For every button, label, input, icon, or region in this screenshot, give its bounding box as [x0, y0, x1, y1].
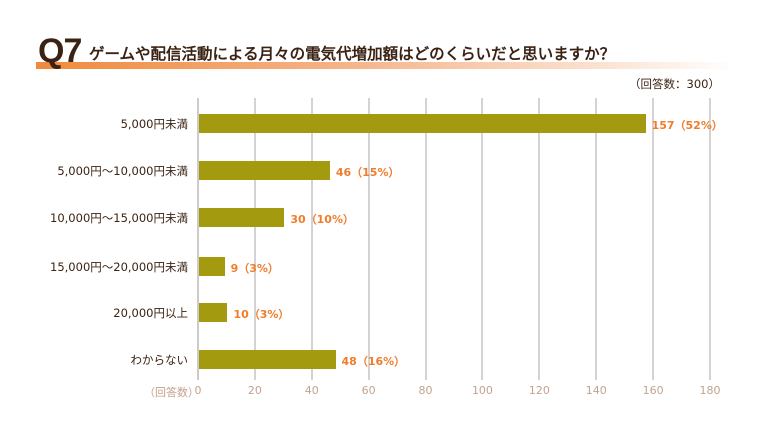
x-tick-label: 160: [642, 384, 664, 397]
respondent-count: （回答数：300）: [629, 77, 720, 91]
x-tick-label: 0: [194, 384, 202, 397]
category-label: 5,000円〜10,000円未満: [57, 164, 188, 178]
y-axis-line: [197, 98, 199, 380]
category-label: 15,000円〜20,000円未満: [50, 260, 188, 274]
chart-title: ゲームや配信活動による月々の電気代増加額はどのくらいだと思いますか？: [89, 45, 616, 63]
x-tick-label: 180: [699, 384, 721, 397]
gridline: [709, 98, 711, 380]
value-label: 30（10%）: [290, 213, 354, 226]
bar: [199, 303, 228, 322]
bar: [199, 161, 330, 180]
x-tick-label: 40: [304, 384, 319, 397]
value-label: 48（16%）: [341, 355, 406, 368]
bar: [199, 350, 336, 369]
bar: [199, 114, 646, 133]
value-label: 46（15%）: [335, 166, 400, 179]
gridline: [367, 98, 370, 380]
value-label: 9（3%）: [230, 262, 279, 275]
category-label: 10,000円〜15,000円未満: [50, 211, 188, 225]
gridline: [481, 98, 484, 380]
value-label: 157（52%）: [651, 119, 723, 132]
bar: [199, 208, 285, 227]
chart-header: Q7 ゲームや配信活動による月々の電気代増加額はどのくらいだと思いますか？: [36, 32, 736, 70]
category-label: わからない: [130, 353, 189, 367]
gridline: [253, 98, 256, 380]
x-tick-label: 100: [471, 384, 493, 397]
x-tick-label: 60: [361, 384, 376, 397]
title-underline: [36, 62, 736, 69]
x-axis-unit-label: （回答数）: [144, 386, 199, 399]
gridline: [652, 98, 655, 380]
bar: [199, 257, 225, 276]
value-label: 10（3%）: [233, 308, 290, 321]
gridline: [595, 98, 598, 380]
gridline: [310, 98, 313, 380]
x-tick-label: 140: [585, 384, 607, 397]
category-label: 20,000円以上: [113, 306, 188, 320]
gridline: [538, 98, 541, 380]
x-tick-label: 120: [528, 384, 550, 397]
category-label: 5,000円未満: [120, 117, 188, 131]
gridline: [424, 98, 427, 380]
x-tick-label: 20: [247, 384, 262, 397]
x-tick-label: 80: [418, 384, 433, 397]
question-number: Q7: [38, 32, 82, 70]
